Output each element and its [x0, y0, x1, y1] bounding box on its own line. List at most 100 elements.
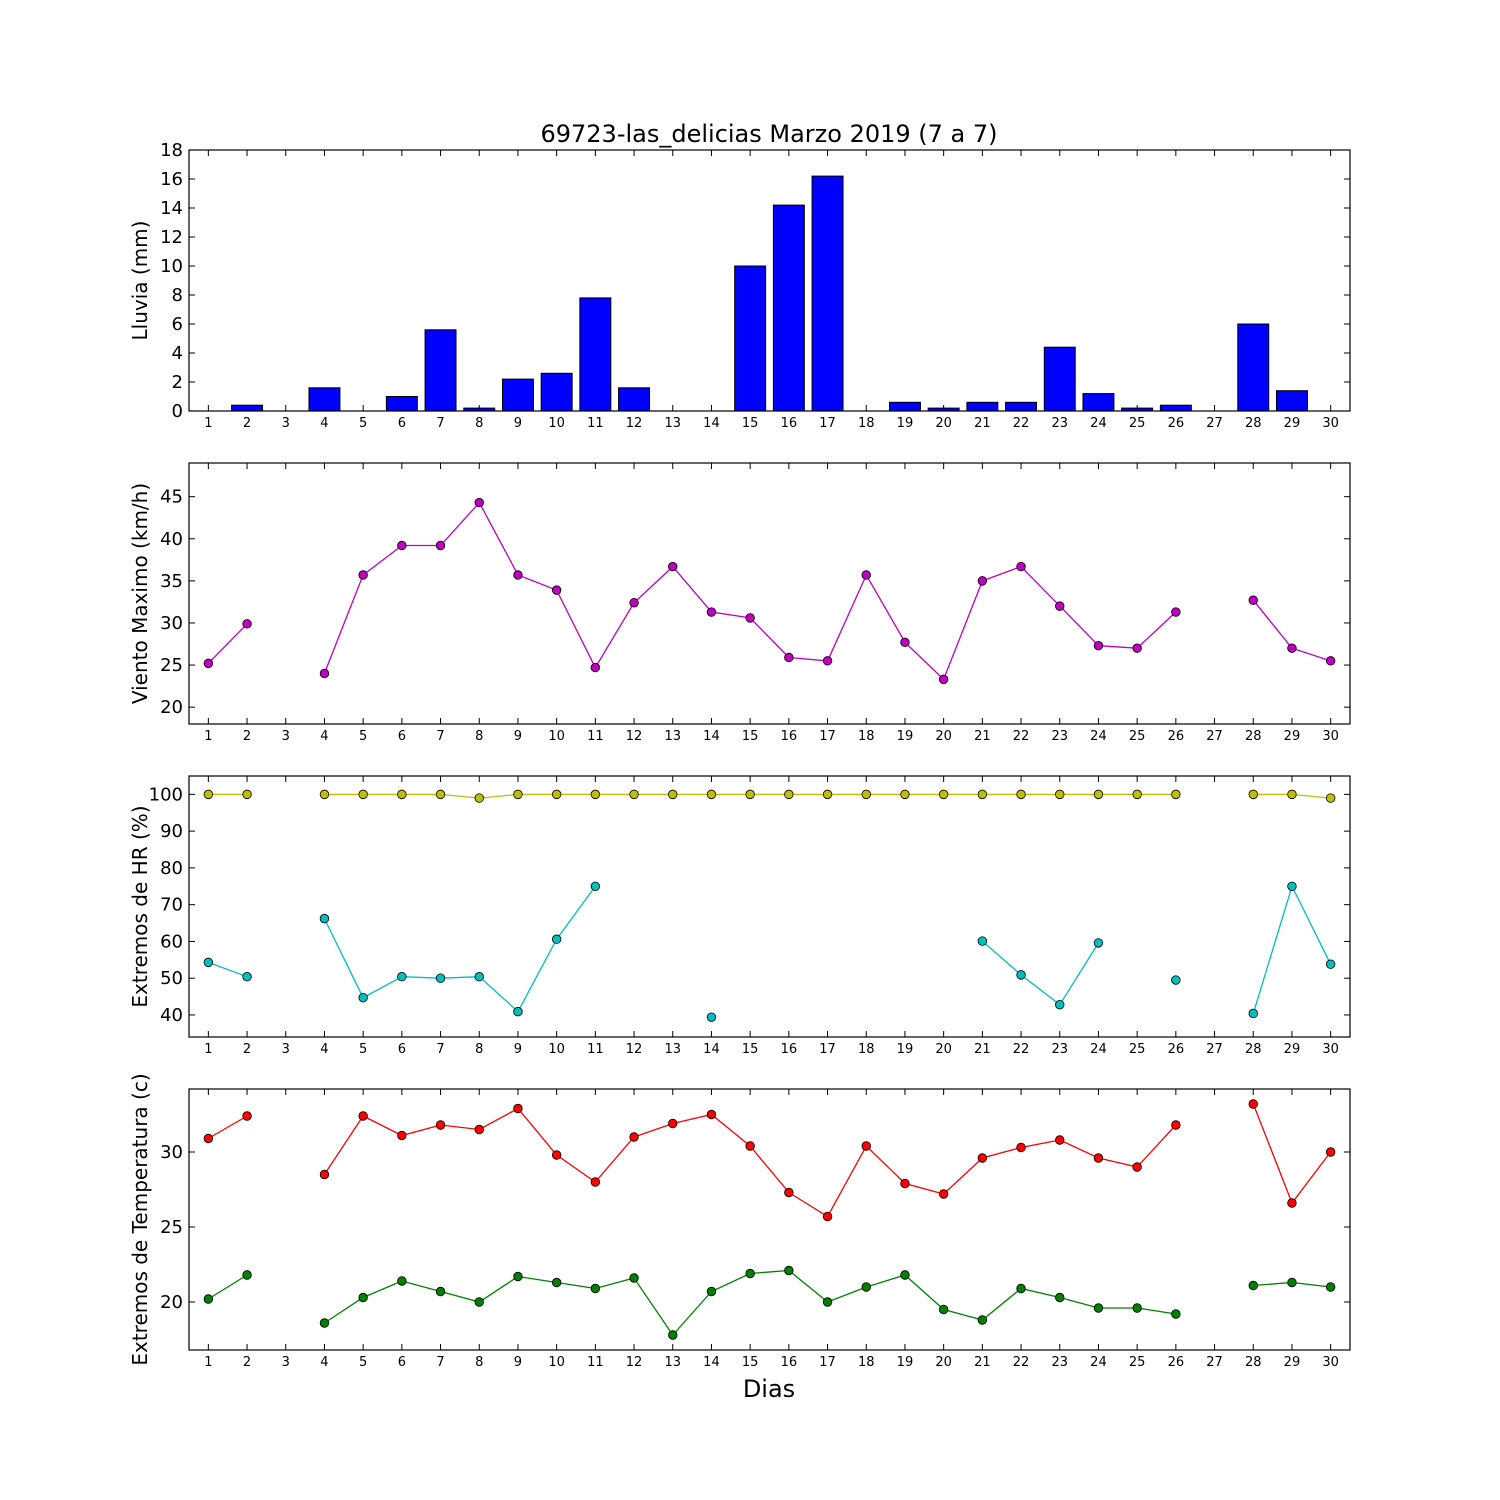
y-tick-label: 20 — [160, 1292, 183, 1313]
y-tick-label: 80 — [160, 858, 183, 879]
series-point-1 — [861, 570, 871, 580]
rain-bar — [772, 204, 805, 412]
series-point-2 — [551, 934, 562, 944]
series-point-2 — [1325, 959, 1336, 969]
x-tick-label: 15 — [742, 1355, 759, 1370]
rain-bar — [1005, 401, 1038, 412]
x-tick-label: 22 — [1013, 729, 1030, 744]
x-tick-label: 23 — [1051, 1042, 1068, 1057]
series-line-2 — [208, 961, 248, 978]
x-tick-label: 25 — [1129, 1042, 1146, 1057]
x-tick-label: 13 — [664, 729, 681, 744]
x-tick-label: 11 — [587, 729, 604, 744]
series-point-1 — [1016, 1142, 1026, 1153]
series-point-1 — [513, 1103, 523, 1114]
series-point-2 — [474, 1297, 484, 1307]
rain-bar — [1159, 404, 1192, 412]
x-tick-label: 17 — [819, 729, 836, 744]
rain-bar — [734, 265, 767, 412]
series-point-1 — [242, 1111, 252, 1121]
series-point-1 — [1132, 643, 1142, 653]
x-tick-label: 2 — [243, 1042, 251, 1057]
x-tick-label: 8 — [475, 1042, 483, 1057]
rain-bar — [618, 387, 651, 412]
x-tick-label: 24 — [1090, 416, 1107, 431]
series-point-1 — [1016, 789, 1026, 800]
x-tick-label: 30 — [1322, 729, 1339, 744]
chart-title: 69723-las_delicias Marzo 2019 (7 a 7) — [540, 120, 997, 148]
x-tick-label: 8 — [475, 729, 483, 744]
series-point-2 — [861, 1282, 871, 1292]
rain-bar — [888, 401, 921, 412]
series-point-2 — [551, 1277, 562, 1288]
series-point-1 — [551, 1150, 562, 1160]
axes-frame — [188, 1088, 1351, 1351]
series-point-2 — [513, 1271, 523, 1282]
series-point-2 — [745, 1268, 755, 1279]
x-tick-label: 12 — [626, 1355, 643, 1370]
x-tick-label: 23 — [1051, 1355, 1068, 1370]
x-tick-label: 30 — [1322, 416, 1339, 431]
y-tick-label: 45 — [160, 487, 183, 508]
series-line-1 — [207, 1115, 248, 1140]
x-axis-label: Dias — [743, 1375, 795, 1403]
rain-bar — [1237, 323, 1270, 412]
x-tick-label: 15 — [742, 1042, 759, 1057]
axes-frame — [188, 775, 1351, 1038]
series-point-1 — [900, 637, 910, 648]
series-point-2 — [590, 881, 601, 891]
series-point-1 — [358, 789, 368, 800]
rain-bar — [579, 297, 612, 412]
x-tick-label: 18 — [858, 1355, 875, 1370]
rain-bar — [811, 175, 844, 412]
axes-frame — [188, 149, 1351, 412]
x-tick-label: 10 — [548, 729, 565, 744]
series-point-1 — [822, 656, 833, 666]
series-point-1 — [1132, 789, 1142, 800]
rain-bar — [1082, 393, 1115, 412]
series-point-2 — [1287, 881, 1297, 891]
x-tick-label: 16 — [781, 1042, 798, 1057]
series-point-1 — [203, 1133, 214, 1144]
series-point-2 — [1171, 1309, 1181, 1319]
x-tick-label: 16 — [781, 729, 798, 744]
x-tick-label: 7 — [436, 729, 444, 744]
series-point-1 — [1171, 607, 1181, 617]
x-tick-label: 28 — [1245, 1042, 1262, 1057]
x-tick-label: 10 — [548, 1355, 565, 1370]
series-point-2 — [242, 1270, 252, 1280]
series-point-1 — [784, 1187, 794, 1198]
rain-bar — [966, 401, 999, 412]
series-point-1 — [1171, 1120, 1181, 1130]
y-tick-label: 25 — [160, 1217, 183, 1238]
series-point-2 — [435, 1286, 446, 1297]
series-point-2 — [513, 1006, 523, 1017]
series-point-1 — [1248, 595, 1258, 605]
x-tick-label: 7 — [436, 1042, 444, 1057]
x-tick-label: 5 — [359, 416, 367, 431]
x-tick-label: 22 — [1013, 1355, 1030, 1370]
x-tick-label: 18 — [858, 1042, 875, 1057]
series-point-1 — [977, 576, 988, 586]
y-tick-label: 100 — [149, 784, 183, 805]
series-point-1 — [397, 1130, 407, 1141]
series-point-1 — [474, 1124, 484, 1135]
series-point-1 — [242, 789, 252, 800]
series-point-2 — [319, 913, 330, 924]
series-point-2 — [706, 1286, 717, 1297]
x-tick-label: 19 — [897, 1355, 914, 1370]
y-tick-label: 25 — [160, 655, 183, 676]
x-tick-label: 8 — [475, 416, 483, 431]
x-tick-label: 23 — [1051, 729, 1068, 744]
y-tick-label: 40 — [160, 1005, 183, 1026]
x-tick-label: 15 — [742, 416, 759, 431]
series-point-1 — [629, 1132, 639, 1142]
series-point-2 — [319, 1318, 330, 1328]
series-point-2 — [242, 972, 252, 982]
x-tick-label: 21 — [974, 729, 991, 744]
series-point-1 — [1171, 789, 1181, 800]
series-point-1 — [745, 789, 755, 800]
series-point-1 — [435, 540, 446, 551]
